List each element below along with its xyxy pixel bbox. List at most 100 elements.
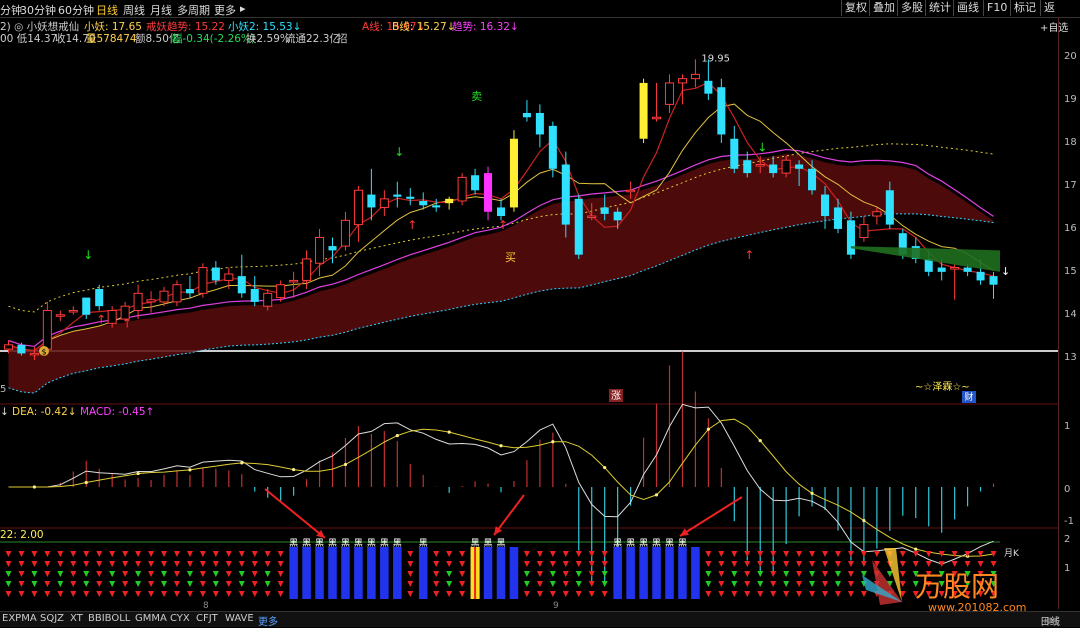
signal-marker	[186, 571, 193, 577]
signal-marker	[199, 581, 206, 587]
mark-button[interactable]: 标记	[1010, 0, 1039, 16]
signal-marker	[109, 591, 116, 597]
hei-label: 黑	[328, 538, 337, 549]
signal-marker	[549, 561, 556, 567]
tab-60min[interactable]: 60分钟	[58, 4, 94, 17]
tab-minute[interactable]: 分钟	[0, 4, 22, 17]
candle-body	[328, 246, 337, 251]
signal-marker	[459, 581, 466, 587]
signal-bar	[613, 547, 622, 599]
signal-marker	[575, 551, 582, 557]
back-button[interactable]: 返	[1040, 0, 1058, 16]
signal-marker	[446, 561, 453, 567]
dea-dot	[758, 439, 762, 443]
restore-rights-button[interactable]: 复权	[841, 0, 870, 16]
arrow-head-icon	[316, 529, 325, 538]
f10-button[interactable]: F10	[983, 0, 1010, 16]
price-tick: 19	[1064, 94, 1077, 106]
signal-marker	[148, 551, 155, 557]
candle-body	[159, 290, 169, 303]
tab-expma[interactable]: EXPMA	[2, 613, 37, 624]
hei-label: 黑	[665, 538, 674, 549]
zelin-label: ~☆泽霖☆~	[915, 381, 970, 393]
signal-marker	[757, 581, 764, 587]
price-tick: 13	[1064, 351, 1077, 363]
signal-marker	[886, 571, 893, 577]
signal-marker	[96, 591, 103, 597]
draw-line-button[interactable]: 画线	[953, 0, 982, 16]
signal-marker	[173, 591, 180, 597]
signal-marker	[83, 551, 90, 557]
candle-body	[263, 292, 273, 307]
tab-more[interactable]: 更多	[214, 4, 236, 17]
candle-body	[652, 116, 662, 120]
signal-marker	[407, 581, 414, 587]
dif-line	[8, 403, 994, 565]
signal-marker	[575, 561, 582, 567]
signal-marker	[83, 581, 90, 587]
tab-xt[interactable]: XT	[70, 613, 83, 624]
dea-dot	[706, 427, 710, 431]
signal-marker	[860, 551, 867, 557]
tab-gmma[interactable]: GMMA	[135, 613, 167, 624]
signal-marker	[822, 561, 829, 567]
candle-body	[353, 189, 363, 226]
tab-monthly[interactable]: 月线	[150, 4, 172, 17]
signal-marker	[796, 551, 803, 557]
hei-label: 黑	[471, 538, 480, 549]
long-trend-line	[8, 143, 994, 313]
tab-sqjz[interactable]: SQJZ	[40, 613, 65, 624]
signal-marker	[31, 581, 38, 587]
add-watchlist-button[interactable]: +自选	[1040, 23, 1069, 34]
signal-marker	[148, 561, 155, 567]
signal-marker	[18, 581, 25, 587]
indicator-value: 戒妖趋势: 15.22	[146, 21, 225, 33]
signal-marker	[44, 571, 51, 577]
tab-weekly[interactable]: 周线	[123, 4, 145, 17]
tab-daily[interactable]: 日线	[96, 4, 118, 17]
pointer-arrow	[264, 488, 326, 539]
indicator-value: 小妖2: 15.53↓	[228, 21, 302, 33]
signal-marker	[718, 571, 725, 577]
more-chevron-icon[interactable]: ▸	[240, 2, 246, 15]
overlay-button[interactable]: 叠加	[869, 0, 898, 16]
signal-marker	[822, 591, 829, 597]
tab-bbiboll[interactable]: BBIBOLL	[88, 613, 131, 624]
dif-label: ↓	[0, 406, 9, 418]
signal-marker	[238, 581, 245, 587]
tab-30min[interactable]: 30分钟	[20, 4, 56, 17]
signal-marker	[186, 581, 193, 587]
signal-marker	[18, 551, 25, 557]
candle-body	[769, 164, 778, 174]
tab-cfjt[interactable]: CFJT	[196, 613, 218, 624]
signal-marker	[834, 551, 841, 557]
tab-cyx[interactable]: CYX	[170, 613, 190, 624]
candle-body	[924, 258, 933, 272]
signal-marker	[796, 591, 803, 597]
signal-marker	[109, 571, 116, 577]
indicator-tabs: EXPMA SQJZ XT BBIBOLL GMMA CYX CFJT WAVE…	[0, 611, 1080, 628]
pointer-arrow	[679, 496, 743, 537]
signal-marker	[770, 571, 777, 577]
sell-signal: 卖	[471, 90, 482, 103]
signal-marker	[718, 561, 725, 567]
signal-bar	[328, 547, 337, 599]
tab-wave[interactable]: WAVE	[225, 613, 254, 624]
tab-multi-period[interactable]: 多周期	[177, 4, 210, 17]
signal-marker	[601, 581, 608, 587]
quote-value: 00 低14.37	[0, 33, 58, 45]
multi-stock-button[interactable]: 多股	[897, 0, 926, 16]
signal-marker	[809, 571, 816, 577]
statistics-button[interactable]: 统计	[925, 0, 954, 16]
signal-marker	[977, 571, 984, 577]
signal-marker	[122, 551, 129, 557]
candle-body	[509, 138, 518, 208]
hei-label: 黑	[652, 538, 661, 549]
hei-label: 黑	[419, 538, 428, 549]
signal-marker	[199, 591, 206, 597]
signal-marker	[57, 571, 64, 577]
tab-more-indicators[interactable]: 更多	[258, 617, 278, 628]
signal-marker	[5, 591, 12, 597]
signal-marker	[31, 591, 38, 597]
